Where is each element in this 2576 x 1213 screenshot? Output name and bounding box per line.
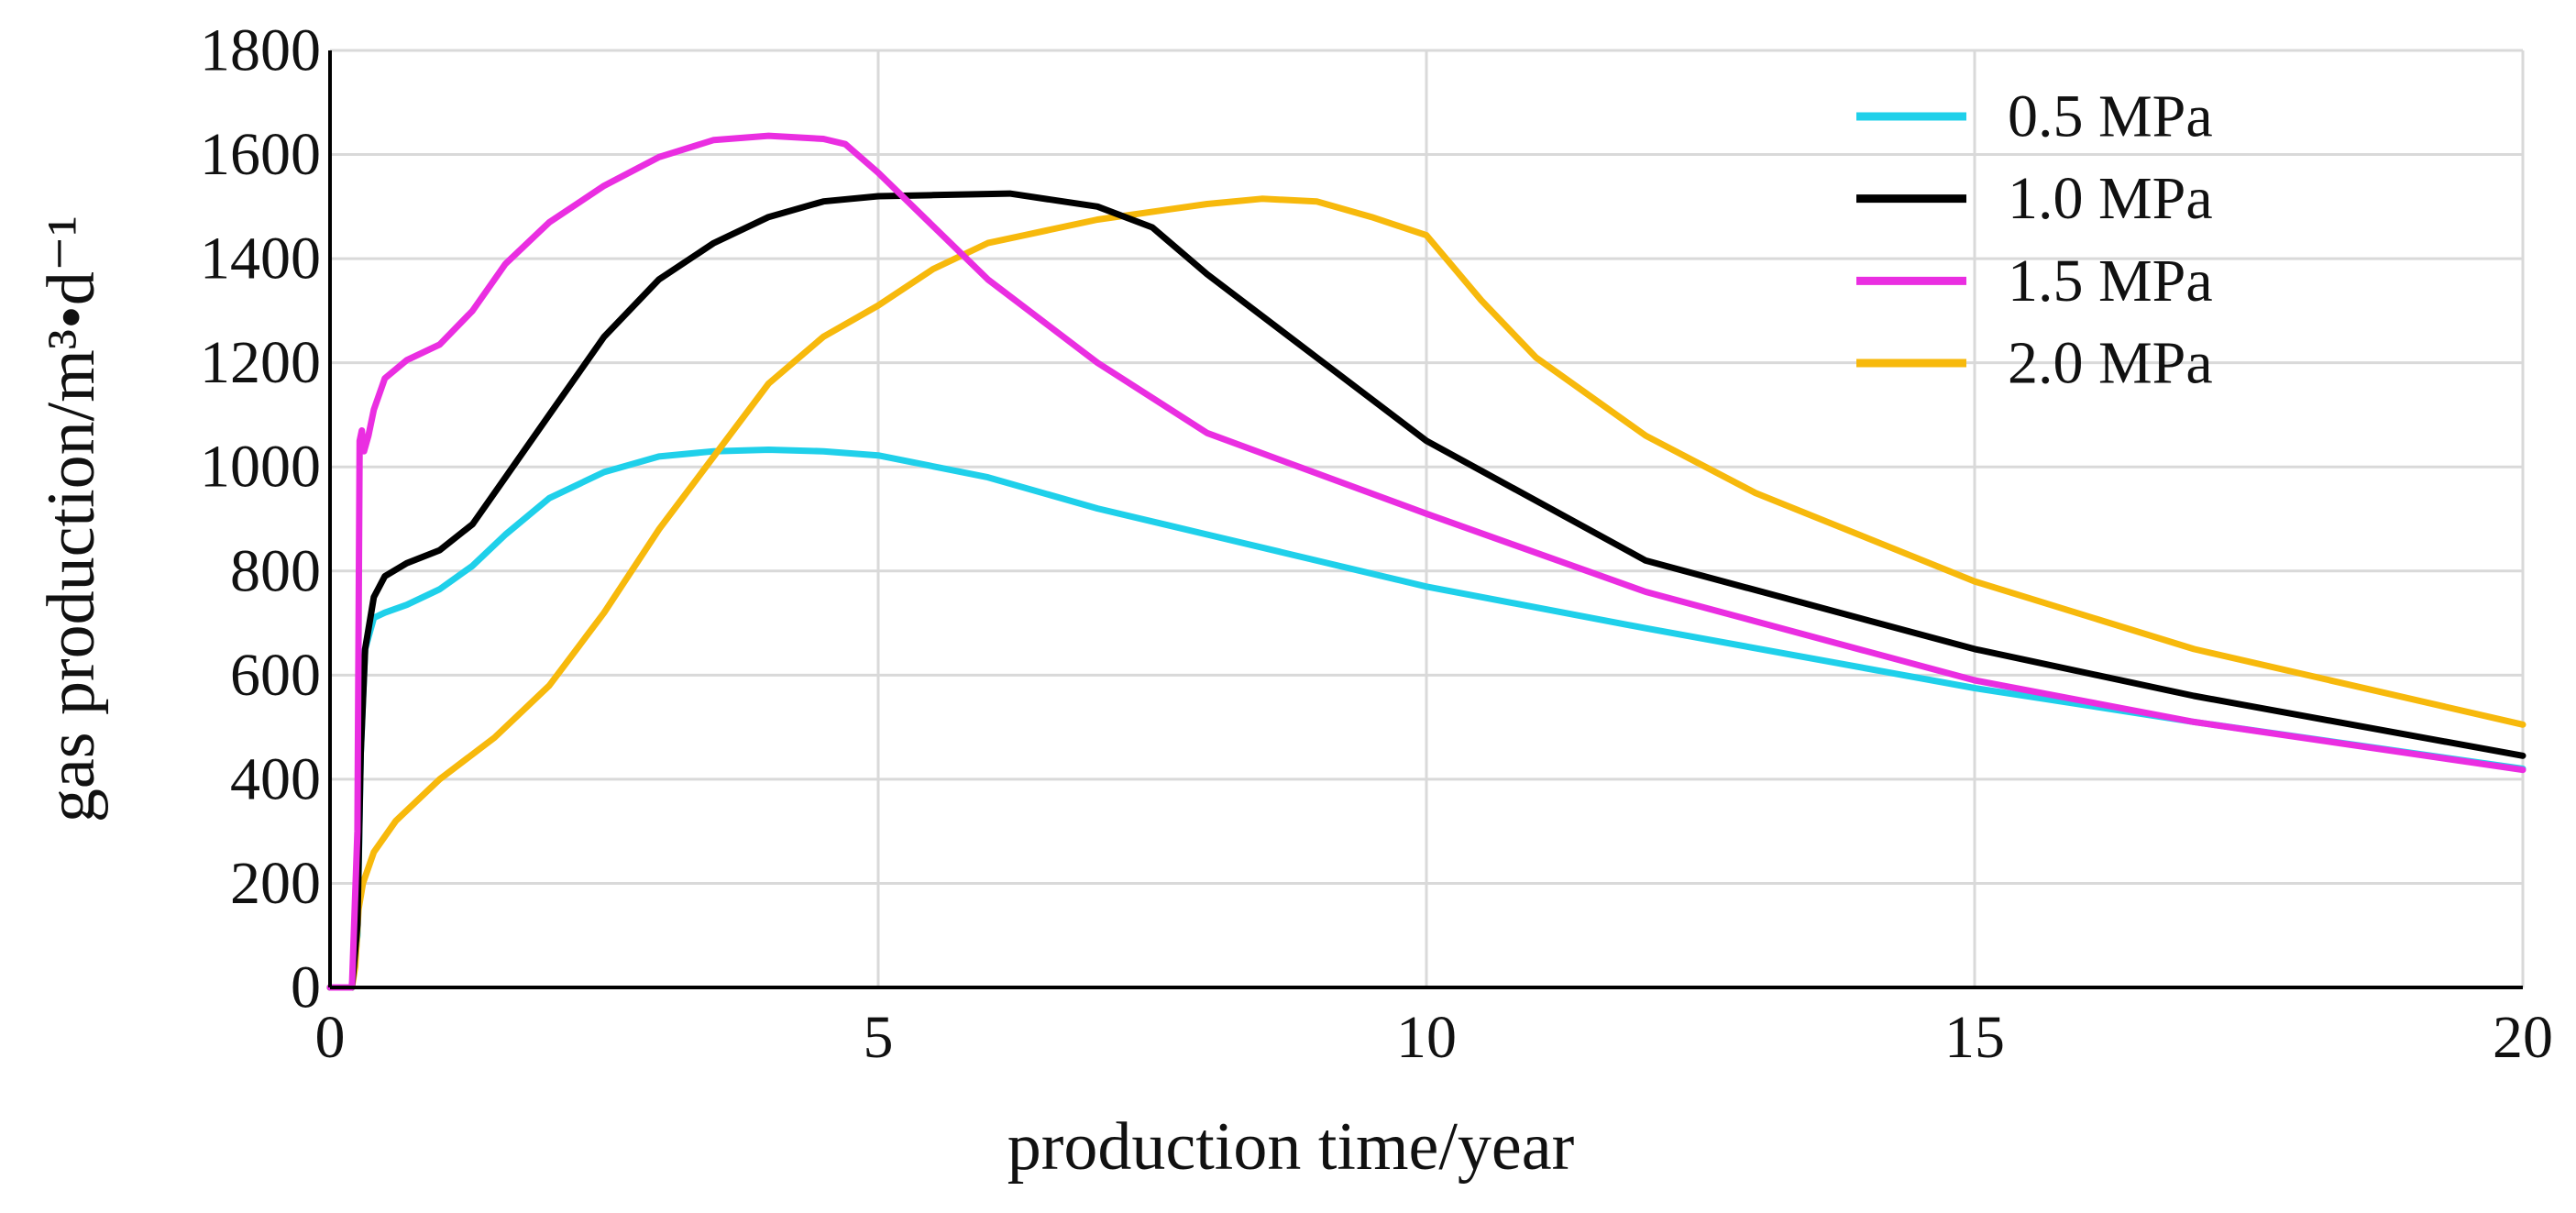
y-tick-label: 0 — [291, 954, 321, 1021]
series-line-2-0-mpa — [326, 195, 2526, 991]
legend-label-0-5-mpa: 0.5 MPa — [2008, 83, 2213, 150]
y-tick-label: 1200 — [200, 329, 321, 396]
x-tick-label: 20 — [2493, 1004, 2553, 1071]
y-tick-label: 200 — [230, 850, 321, 917]
y-tick-label: 400 — [230, 745, 321, 812]
x-tick-label: 15 — [1944, 1004, 2005, 1071]
legend-label-1-0-mpa: 1.0 MPa — [2008, 165, 2213, 232]
y-tick-label: 1400 — [200, 226, 321, 292]
legend: 0.5 MPa 1.0 MPa 1.5 MPa 2.0 MPa — [1856, 83, 2213, 397]
y-tick-label: 1600 — [200, 121, 321, 188]
y-tick-labels: 0 200 400 600 800 1000 1200 1400 1600 1800 — [200, 17, 321, 1021]
legend-label-1-5-mpa: 1.5 MPa — [2008, 248, 2213, 314]
axes-layer — [328, 50, 2523, 989]
x-tick-label: 10 — [1396, 1004, 1457, 1071]
y-tick-label: 800 — [230, 537, 321, 604]
x-tick-label: 5 — [864, 1004, 894, 1071]
series-line-1-0-mpa — [326, 190, 2526, 991]
y-tick-label: 600 — [230, 642, 321, 709]
x-axis-title: production time/year — [1007, 1109, 1575, 1185]
x-tick-labels: 0 5 10 15 20 — [315, 1004, 2554, 1071]
y-tick-label: 1000 — [200, 434, 321, 501]
y-tick-label: 1800 — [200, 17, 321, 84]
series-line-1-5-mpa — [326, 132, 2526, 991]
series-layer — [326, 132, 2526, 991]
y-axis-title: gas production/m³•d⁻¹ — [34, 215, 109, 822]
x-tick-label: 0 — [315, 1004, 346, 1071]
legend-label-2-0-mpa: 2.0 MPa — [2008, 330, 2213, 397]
